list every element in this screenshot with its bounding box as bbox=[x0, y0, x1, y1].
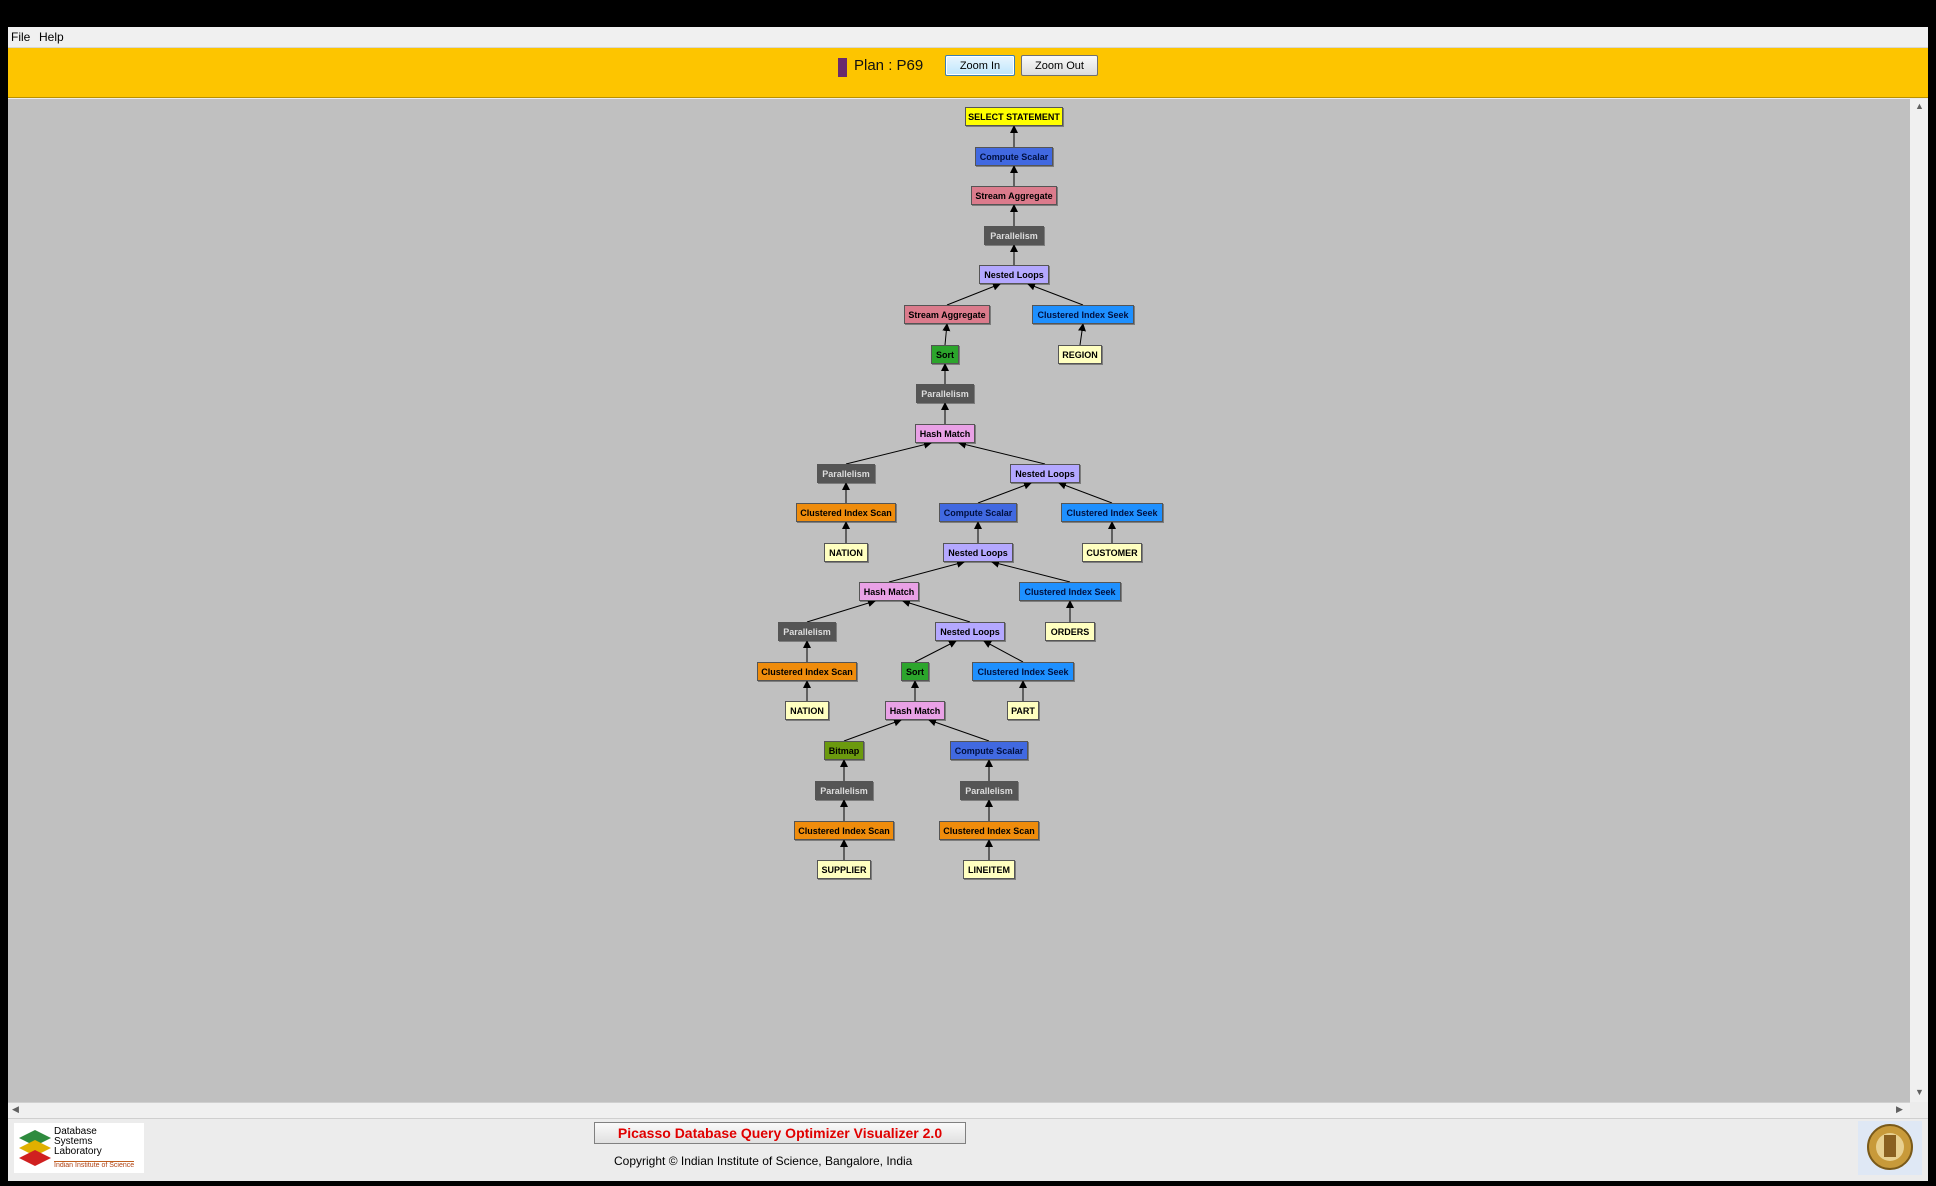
plan-node-scan[interactable]: Clustered Index Scan bbox=[939, 821, 1039, 840]
plan-node-table[interactable]: ORDERS bbox=[1045, 622, 1095, 641]
plan-node-parallel[interactable]: Parallelism bbox=[817, 464, 875, 483]
menu-help[interactable]: Help bbox=[39, 30, 64, 44]
plan-edge bbox=[843, 718, 902, 742]
plan-node-sort[interactable]: Sort bbox=[901, 662, 929, 681]
scroll-left-icon[interactable]: ◀ bbox=[12, 1104, 19, 1114]
plan-edge bbox=[942, 323, 951, 346]
plan-node-nested[interactable]: Nested Loops bbox=[1010, 464, 1080, 483]
plan-node-select[interactable]: SELECT STATEMENT bbox=[965, 107, 1063, 126]
plan-node-seek[interactable]: Clustered Index Seek bbox=[1061, 503, 1163, 522]
plan-node-scan[interactable]: Clustered Index Scan bbox=[796, 503, 896, 522]
menu-file[interactable]: File bbox=[11, 30, 31, 44]
plan-edge bbox=[928, 718, 990, 742]
plan-edge bbox=[991, 559, 1071, 583]
plan-node-table[interactable]: PART bbox=[1007, 701, 1039, 720]
plan-node-table[interactable]: LINEITEM bbox=[963, 860, 1015, 879]
zoom-in-button[interactable]: Zoom In bbox=[945, 55, 1015, 76]
horizontal-scrollbar[interactable]: ◀ ▶ bbox=[8, 1102, 1910, 1118]
plan-edge bbox=[1058, 481, 1113, 504]
plan-node-compute[interactable]: Compute Scalar bbox=[939, 503, 1017, 522]
plan-edge bbox=[888, 559, 965, 583]
plan-edge bbox=[806, 599, 876, 623]
plan-edge bbox=[914, 640, 957, 663]
plan-edge bbox=[902, 599, 971, 623]
plan-color-swatch bbox=[838, 58, 847, 77]
logo-line-1: Database bbox=[54, 1126, 97, 1137]
plan-node-parallel[interactable]: Parallelism bbox=[960, 781, 1018, 800]
plan-node-compute[interactable]: Compute Scalar bbox=[975, 147, 1053, 166]
menu-bar: File Help bbox=[8, 27, 1928, 48]
plan-node-hash[interactable]: Hash Match bbox=[915, 424, 975, 443]
zoom-out-button[interactable]: Zoom Out bbox=[1021, 55, 1098, 76]
logo-line-3: Laboratory bbox=[54, 1146, 102, 1157]
plan-node-table[interactable]: NATION bbox=[785, 701, 829, 720]
plan-node-nested[interactable]: Nested Loops bbox=[979, 265, 1049, 284]
plan-node-sort[interactable]: Sort bbox=[931, 345, 959, 364]
plan-edge bbox=[983, 640, 1024, 663]
scroll-down-icon[interactable]: ▼ bbox=[1915, 1087, 1924, 1097]
logo-line-2: Systems bbox=[54, 1136, 93, 1147]
plan-node-compute[interactable]: Compute Scalar bbox=[950, 741, 1028, 760]
plan-node-hash[interactable]: Hash Match bbox=[885, 701, 945, 720]
dsl-logo-icon bbox=[19, 1130, 51, 1166]
plan-node-parallel[interactable]: Parallelism bbox=[778, 622, 836, 641]
plan-edge bbox=[958, 440, 1046, 465]
dsl-logo-text: Database Systems Laboratory bbox=[54, 1127, 102, 1157]
logo-subtitle: Indian Institute of Science bbox=[54, 1161, 135, 1169]
plan-node-scan[interactable]: Clustered Index Scan bbox=[794, 821, 894, 840]
plan-node-seek[interactable]: Clustered Index Seek bbox=[1032, 305, 1134, 324]
plan-tree-canvas[interactable]: SELECT STATEMENT Compute Scalar Stream Agg… bbox=[8, 99, 1910, 1102]
plan-edge bbox=[1027, 282, 1084, 306]
plan-node-table[interactable]: CUSTOMER bbox=[1082, 543, 1142, 562]
app-title-button[interactable]: Picasso Database Query Optimizer Visuali… bbox=[594, 1122, 966, 1144]
plan-tree-edges bbox=[803, 125, 1116, 860]
plan-node-parallel[interactable]: Parallelism bbox=[815, 781, 873, 800]
plan-node-nested[interactable]: Nested Loops bbox=[935, 622, 1005, 641]
plan-node-stream[interactable]: Stream Aggregate bbox=[971, 186, 1057, 205]
dsl-logo: Database Systems Laboratory Indian Insti… bbox=[14, 1123, 144, 1173]
plan-node-seek[interactable]: Clustered Index Seek bbox=[1019, 582, 1121, 601]
iisc-emblem bbox=[1858, 1121, 1922, 1175]
vertical-scrollbar[interactable]: ▲ ▼ bbox=[1910, 99, 1928, 1102]
plan-node-stream[interactable]: Stream Aggregate bbox=[904, 305, 990, 324]
plan-node-table[interactable]: NATION bbox=[824, 543, 868, 562]
plan-edge bbox=[845, 440, 932, 465]
plan-node-table[interactable]: SUPPLIER bbox=[817, 860, 871, 879]
plan-node-bitmap[interactable]: Bitmap bbox=[824, 741, 864, 760]
app-window: File Help Plan : P69 Zoom In Zoom Out SE… bbox=[8, 27, 1928, 1181]
plan-label: Plan : P69 bbox=[854, 57, 924, 74]
plan-node-seek[interactable]: Clustered Index Seek bbox=[972, 662, 1074, 681]
plan-edge bbox=[977, 481, 1032, 504]
plan-node-table[interactable]: REGION bbox=[1058, 345, 1102, 364]
plan-toolbar: Plan : P69 Zoom In Zoom Out bbox=[8, 48, 1928, 98]
plan-edge bbox=[946, 282, 1001, 306]
plan-node-parallel[interactable]: Parallelism bbox=[916, 384, 974, 403]
plan-node-scan[interactable]: Clustered Index Scan bbox=[757, 662, 857, 681]
plan-edge bbox=[1078, 323, 1086, 346]
plan-node-parallel[interactable]: Parallelism bbox=[984, 226, 1044, 245]
plan-node-nested[interactable]: Nested Loops bbox=[943, 543, 1013, 562]
scroll-up-icon[interactable]: ▲ bbox=[1915, 101, 1924, 111]
copyright-text: Copyright © Indian Institute of Science,… bbox=[614, 1154, 913, 1168]
footer: Database Systems Laboratory Indian Insti… bbox=[8, 1118, 1928, 1181]
emblem-icon bbox=[1867, 1124, 1913, 1170]
plan-node-hash[interactable]: Hash Match bbox=[859, 582, 919, 601]
scroll-right-icon[interactable]: ▶ bbox=[1896, 1104, 1903, 1114]
